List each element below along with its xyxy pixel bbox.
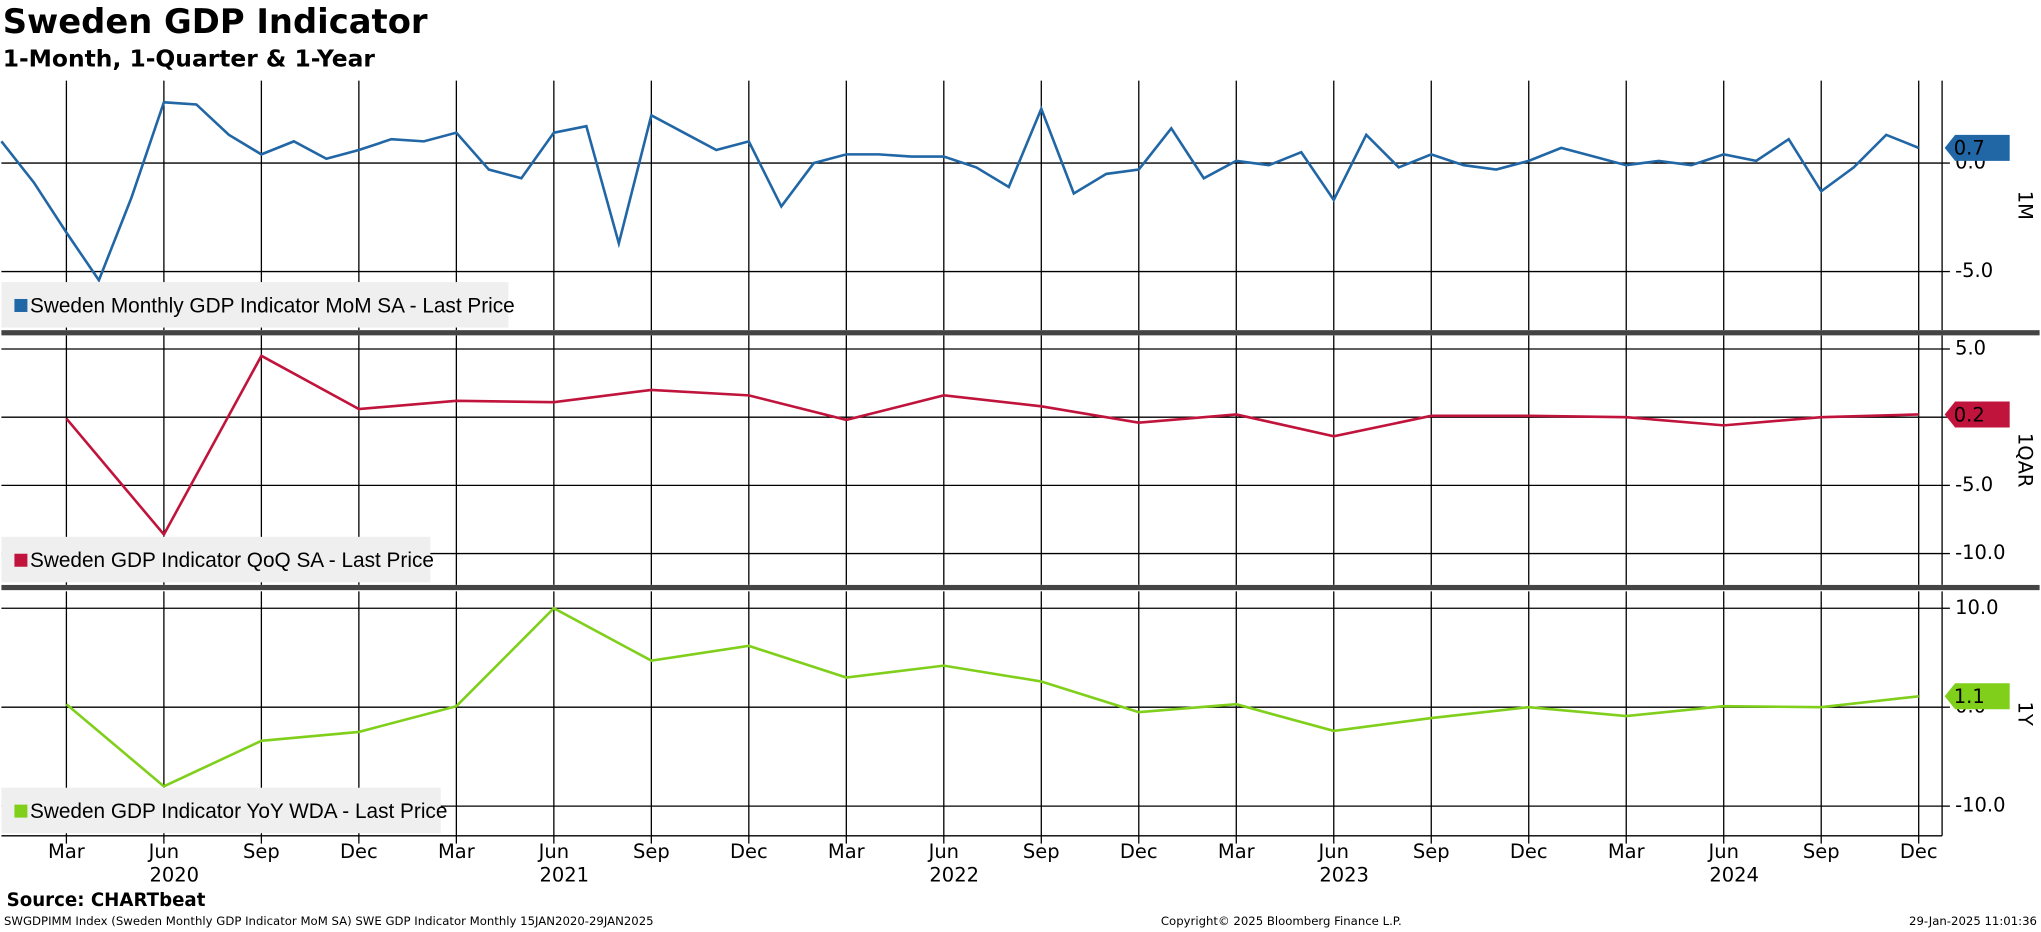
x-year-label: 2023	[1319, 864, 1369, 887]
y-axis-label: 1M	[2013, 191, 2036, 220]
line	[65, 354, 1919, 537]
legend-label: Sweden GDP Indicator QoQ SA - Last Price	[30, 549, 434, 572]
x-tick-label: Dec	[1120, 840, 1158, 863]
x-year-label: 2021	[539, 864, 589, 887]
panel-separator	[1, 584, 2040, 591]
y-tick-label: -5.0	[1955, 259, 1993, 282]
value-label: 0.2	[1954, 403, 1985, 426]
x-tick-label: Sep	[243, 840, 280, 863]
chart-title: Sweden GDP Indicator	[3, 2, 428, 41]
x-tick-label: Sep	[633, 840, 670, 863]
x-tick-label: Mar	[48, 840, 86, 863]
y-tick-label: 10.0	[1955, 596, 1998, 619]
footer-text: SWGDPIMM Index (Sweden Monthly GDP Indic…	[4, 914, 654, 928]
x-tick-label: Mar	[1608, 840, 1646, 863]
line	[65, 606, 1919, 788]
line	[0, 100, 1920, 284]
legend-swatch	[14, 298, 28, 312]
legend-swatch	[14, 553, 28, 567]
x-tick-label: Dec	[730, 840, 768, 863]
source: Source: CHARTbeat	[7, 890, 206, 911]
legend-box	[1, 536, 431, 583]
x-tick-label: Jun	[927, 840, 959, 863]
timestamp: 29-Jan-2025 11:01:36	[1909, 914, 2037, 928]
value-tag	[1944, 134, 2010, 161]
x-tick-label: Jun	[1317, 840, 1349, 863]
y-tick-label: -10.0	[1955, 541, 2005, 564]
value-tag	[1944, 683, 2010, 710]
x-tick-label: Jun	[537, 840, 569, 863]
legend-box	[1, 787, 441, 834]
x-year-label: 2022	[929, 864, 979, 887]
x-tick-label: Mar	[828, 840, 866, 863]
value-tag	[1944, 401, 2010, 428]
x-tick-label: Jun	[147, 840, 179, 863]
x-year-label: 2024	[1709, 864, 1759, 887]
chart-subtitle: 1-Month, 1-Quarter & 1-Year	[3, 44, 376, 72]
x-tick-label: Dec	[340, 840, 378, 863]
panel-separator	[1, 330, 2040, 336]
x-tick-label: Dec	[1900, 840, 1938, 863]
x-tick-label: Jun	[1706, 840, 1738, 863]
y-tick-label: -5.0	[1955, 473, 1993, 496]
value-label: 1.1	[1954, 685, 1985, 708]
x-year-label: 2020	[149, 864, 199, 887]
copyright: Copyright© 2025 Bloomberg Finance L.P.	[1161, 914, 1402, 928]
y-tick-label: -10.0	[1955, 794, 2005, 817]
x-tick-label: Sep	[1803, 840, 1840, 863]
legend-label: Sweden GDP Indicator YoY WDA - Last Pric…	[30, 800, 447, 823]
x-tick-label: Mar	[438, 840, 476, 863]
x-tick-label: Dec	[1510, 840, 1548, 863]
y-axis-label: 1Y	[2013, 701, 2036, 725]
legend-label: Sweden Monthly GDP Indicator MoM SA - La…	[30, 294, 515, 317]
x-tick-label: Mar	[1218, 840, 1256, 863]
x-tick-label: Sep	[1023, 840, 1060, 863]
legend-box	[1, 282, 509, 328]
y-axis-label: 1QAR	[2013, 433, 2036, 488]
x-tick-label: Sep	[1413, 840, 1450, 863]
value-label: 0.7	[1954, 137, 1985, 160]
y-tick-label: 5.0	[1955, 337, 1986, 360]
legend-swatch	[14, 804, 28, 818]
